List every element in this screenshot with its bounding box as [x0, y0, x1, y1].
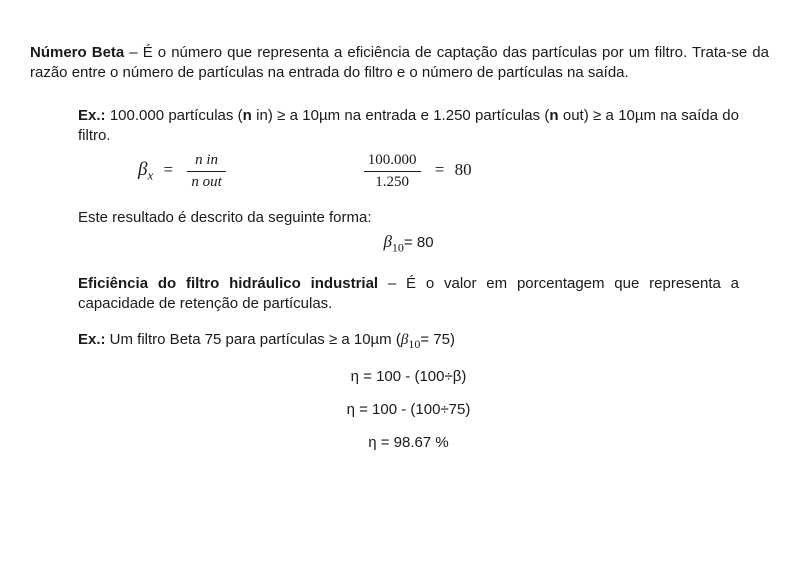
ex2-sub10: 10	[408, 337, 420, 351]
beta-formula-row: βx = n in n out 100.000 1.250 = 80	[138, 152, 739, 190]
example-1-block: Ex.: 100.000 partículas (n in) ≥ a 10µm …	[78, 106, 739, 452]
eta-formula-1: η = 100 - (100÷β)	[78, 368, 739, 385]
equals-1: =	[164, 160, 174, 179]
example-2-text: Ex.: Um filtro Beta 75 para partículas ≥…	[78, 330, 739, 352]
result-tail: = 80	[404, 234, 434, 251]
frac-n-num: n in	[187, 152, 225, 172]
beta-definition-formula: βx = n in n out	[138, 152, 230, 190]
ex2-p2: = 75)	[420, 331, 455, 348]
eta-formula-3: η = 98.67 %	[78, 434, 739, 451]
beta-sub-x: x	[147, 167, 153, 182]
result-beta: β	[383, 232, 391, 251]
lead-definition: – É o número que representa a eficiência…	[30, 44, 769, 81]
document-page: Número Beta – É o número que representa …	[0, 0, 799, 487]
ex2-label: Ex.:	[78, 331, 106, 348]
ex1-p1: 100.000 partículas (	[106, 107, 243, 124]
fraction-values: 100.000 1.250	[364, 152, 421, 190]
frac-v-num: 100.000	[364, 152, 421, 172]
ex1-label: Ex.:	[78, 107, 106, 124]
frac-n-den: n out	[187, 172, 225, 191]
ex1-p2: in) ≥ a 10µm na entrada e 1.250 partícul…	[252, 107, 550, 124]
lead-paragraph: Número Beta – É o número que representa …	[30, 43, 769, 84]
efficiency-paragraph: Eficiência do filtro hidráulico industri…	[78, 274, 739, 315]
fraction-n: n in n out	[187, 152, 225, 190]
frac-v-den: 1.250	[364, 172, 421, 191]
ex1-b1: n	[243, 107, 252, 124]
beta-numeric-formula: 100.000 1.250 = 80	[360, 152, 472, 190]
ex1-b2: n	[549, 107, 558, 124]
result-sub10: 10	[392, 241, 404, 255]
eta-formula-2: η = 100 - (100÷75)	[78, 401, 739, 418]
example-1-text: Ex.: 100.000 partículas (n in) ≥ a 10µm …	[78, 106, 739, 147]
eff-title: Eficiência do filtro hidráulico industri…	[78, 275, 378, 292]
equals-2: =	[435, 160, 445, 179]
ex2-p1: Um filtro Beta 75 para partículas ≥ a 10…	[106, 331, 401, 348]
lead-term: Número Beta	[30, 44, 124, 61]
beta-result-80: 80	[455, 160, 472, 179]
result-formula: β10= 80	[78, 232, 739, 255]
result-intro: Este resultado é descrito da seguinte fo…	[78, 208, 739, 228]
